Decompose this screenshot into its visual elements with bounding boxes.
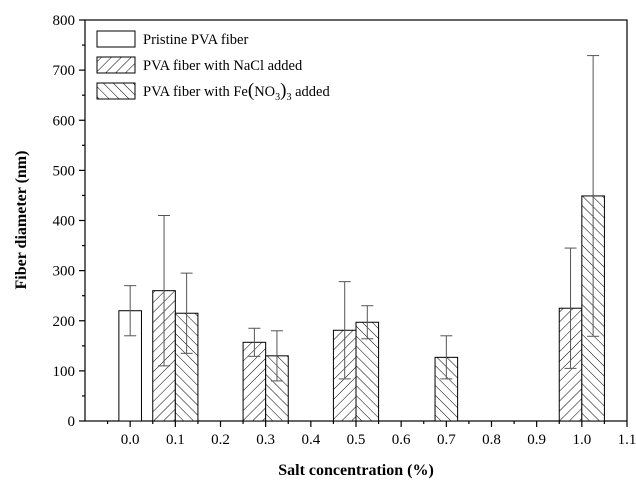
- x-tick-label: 0.4: [301, 432, 320, 448]
- y-tick-label: 500: [53, 163, 76, 179]
- x-tick-label: 0.5: [347, 432, 366, 448]
- legend-label-nacl: PVA fiber with NaCl added: [143, 58, 303, 74]
- x-tick-label: 0.8: [482, 432, 501, 448]
- x-tick-label: 0.0: [121, 432, 140, 448]
- x-tick-label: 0.1: [166, 432, 185, 448]
- error-bars: [124, 55, 600, 382]
- x-tick-label: 0.7: [437, 432, 456, 448]
- y-axis-title: Fiber diameter (nm): [13, 151, 30, 290]
- x-tick-label: 0.3: [256, 432, 275, 448]
- y-tick-label: 600: [53, 113, 76, 129]
- bars: [118, 195, 605, 422]
- x-axis-title: Salt concentration (%): [278, 462, 434, 479]
- legend-swatch-pristine: [96, 30, 136, 48]
- y-axis: 0 100 200 300 400 500 600 700 800: [53, 13, 85, 430]
- y-tick-label: 200: [53, 314, 76, 330]
- y-tick-label: 800: [53, 13, 76, 29]
- y-tick-label: 100: [53, 364, 76, 380]
- legend-label-pristine: Pristine PVA fiber: [143, 32, 248, 48]
- x-tick-label: 0.9: [527, 432, 546, 448]
- x-tick-label: 0.6: [392, 432, 411, 448]
- legend-label-fe: PVA fiber with Fe(NO3)3 added: [143, 80, 330, 103]
- y-tick-label: 300: [53, 264, 76, 280]
- legend: Pristine PVA fiber PVA fiber with NaCl a…: [96, 30, 330, 103]
- x-tick-label: 1.0: [572, 432, 591, 448]
- legend-swatch-fe: [96, 82, 136, 100]
- y-tick-label: 700: [53, 63, 76, 79]
- legend-swatch-nacl: [96, 56, 136, 74]
- x-axis: 0.0 0.1 0.2 0.3 0.4 0.5 0.6 0.7 0.8 0.9 1.0 1.1: [106, 421, 636, 448]
- y-tick-label: 0: [68, 414, 76, 430]
- x-tick-label: 1.1: [618, 432, 636, 448]
- y-tick-label: 400: [53, 214, 76, 230]
- x-tick-label: 0.2: [211, 432, 230, 448]
